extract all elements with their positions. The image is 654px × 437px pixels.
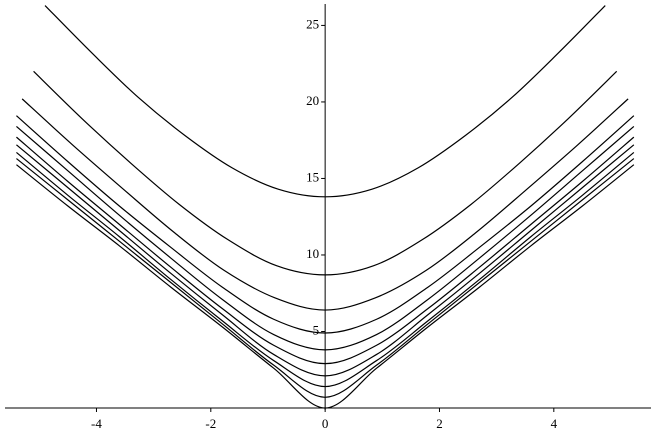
y-tick-label: 20 — [306, 93, 319, 108]
curve — [16, 115, 635, 334]
curve — [16, 164, 635, 409]
x-tick-label: 4 — [551, 416, 558, 431]
x-tick-label: 0 — [322, 416, 329, 431]
curve — [16, 136, 635, 365]
x-tick-label: -4 — [91, 416, 102, 431]
x-tick-label: 2 — [436, 416, 443, 431]
curve — [33, 70, 618, 276]
y-tick-label: 15 — [306, 169, 319, 184]
y-tick-label: 10 — [306, 246, 319, 261]
curve — [16, 158, 635, 398]
curve — [44, 5, 606, 198]
y-tick-label: 25 — [306, 16, 319, 31]
curve — [16, 125, 635, 351]
curve — [21, 98, 629, 311]
y-tick-label: 5 — [313, 322, 320, 337]
curve — [16, 144, 635, 377]
curve — [16, 151, 635, 388]
x-tick-label: -2 — [205, 416, 216, 431]
